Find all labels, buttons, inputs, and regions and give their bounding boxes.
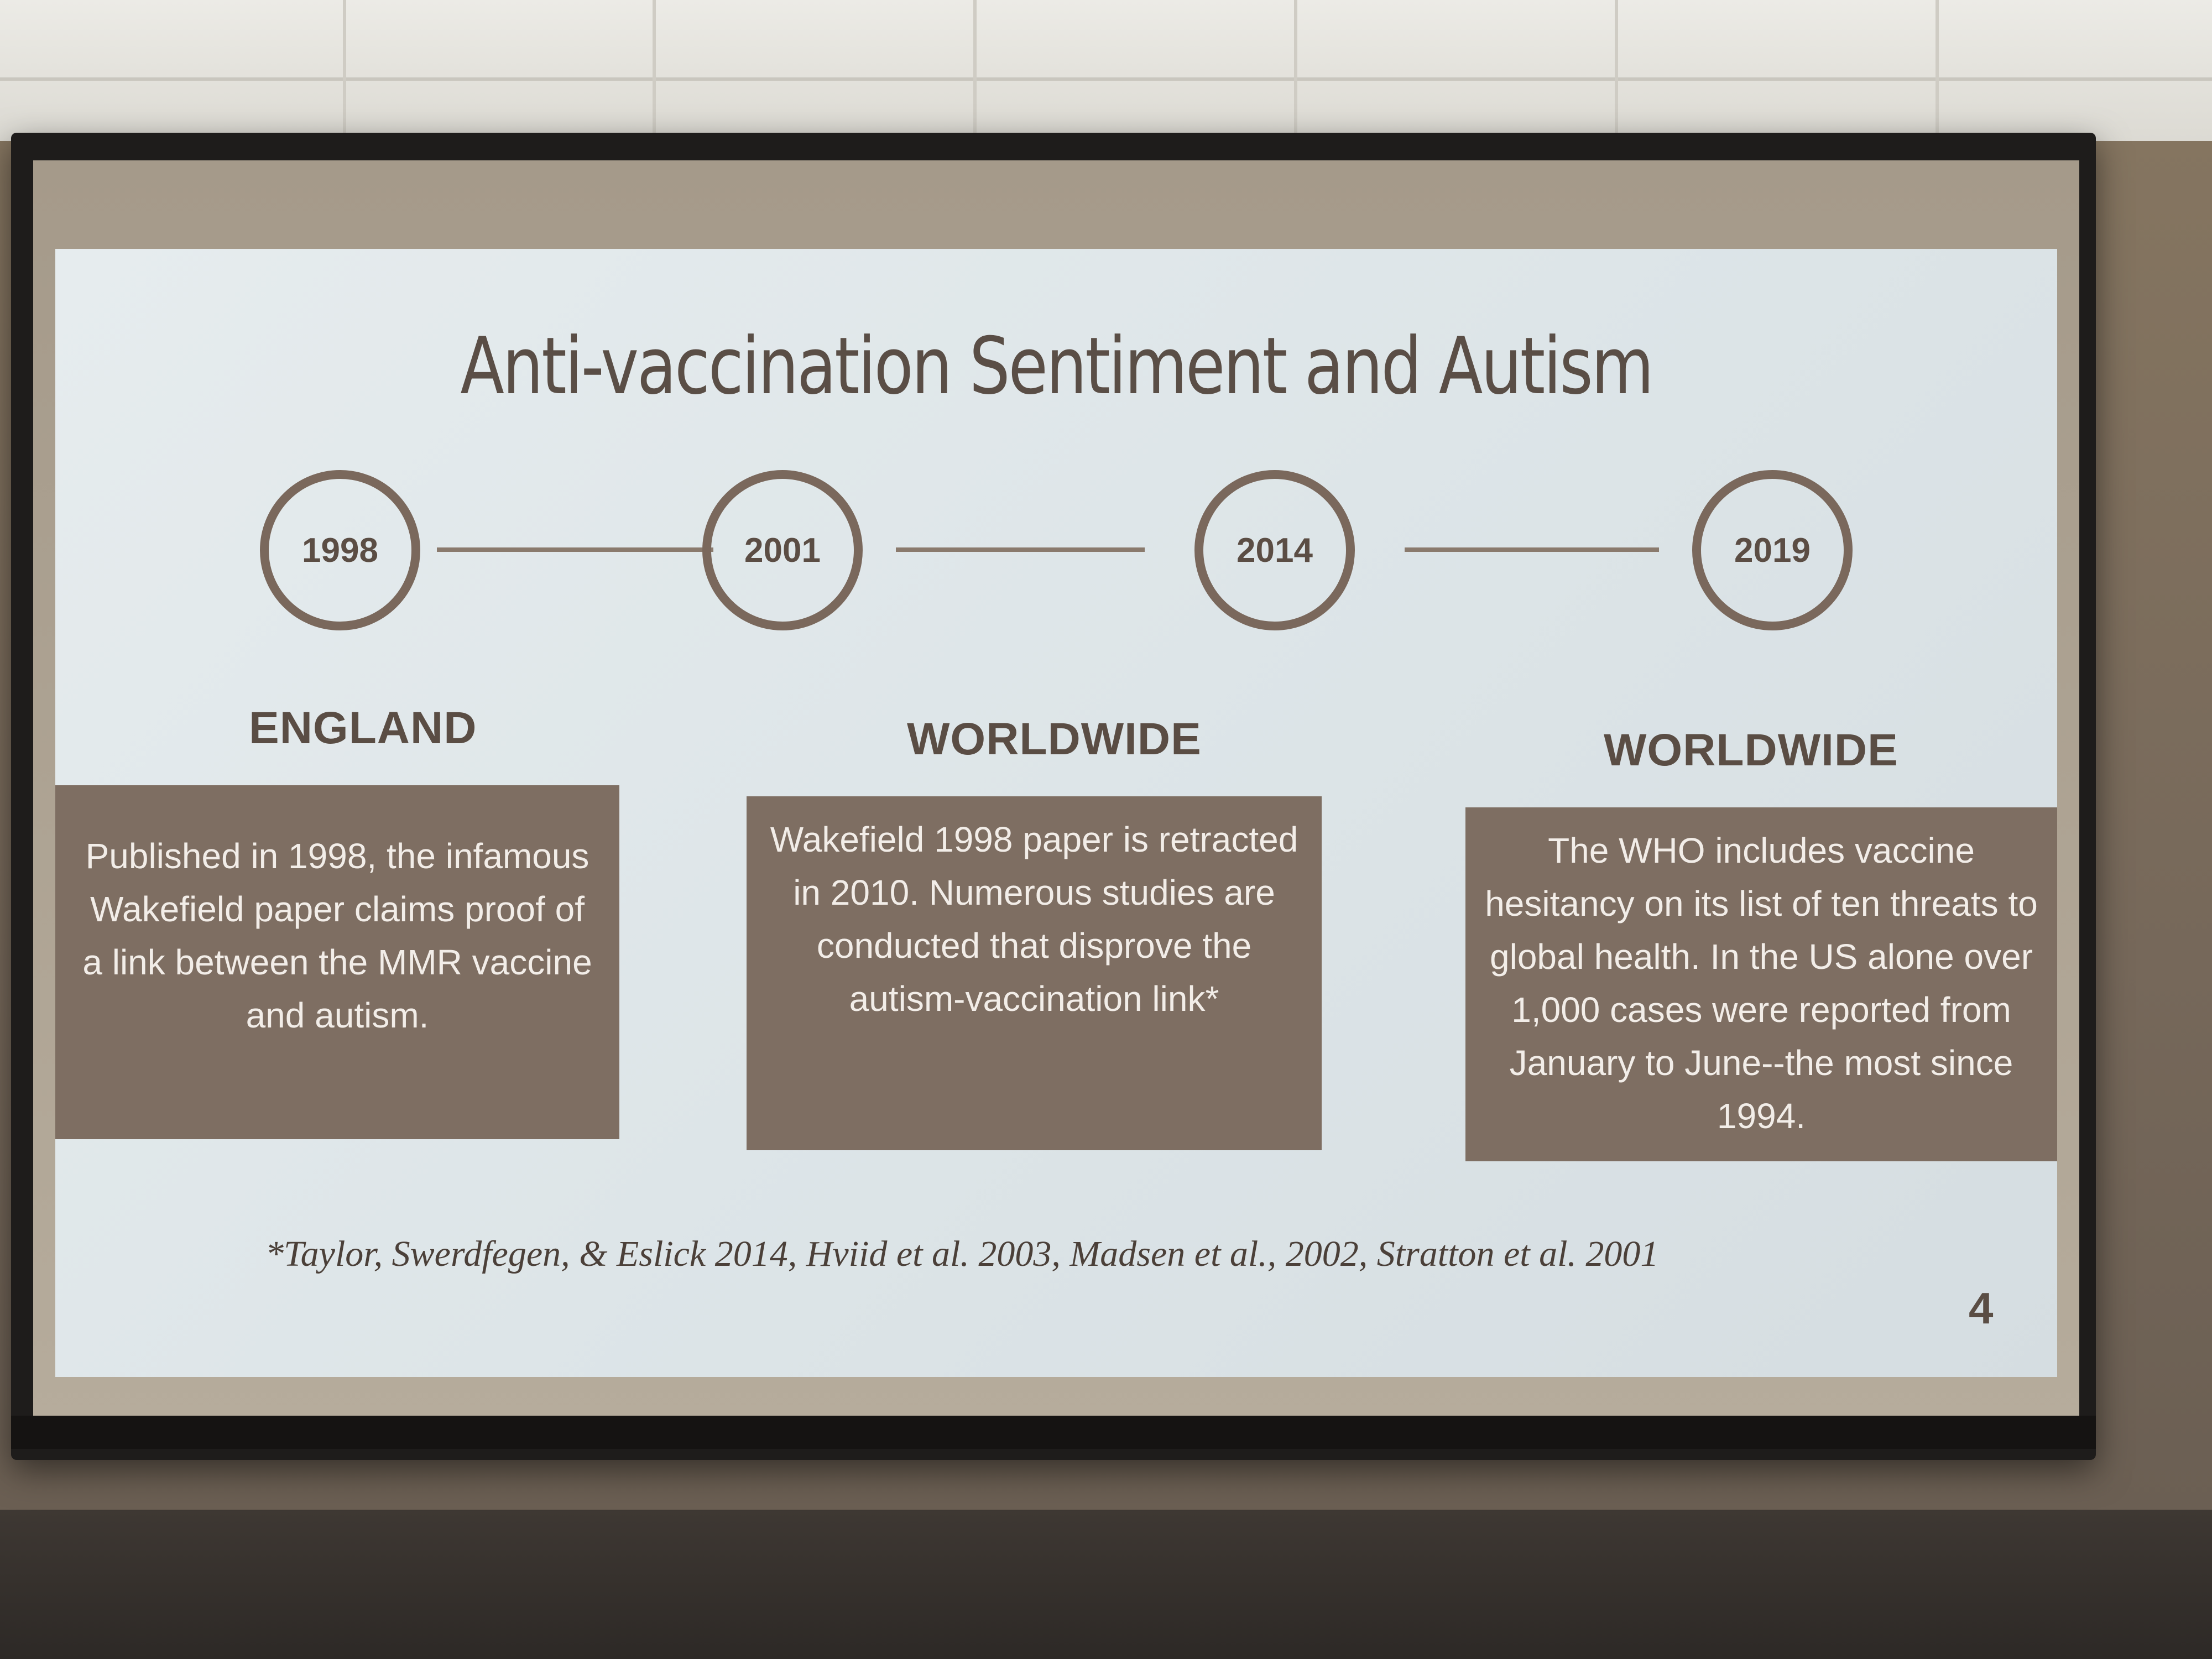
floor-shadow bbox=[0, 1510, 2212, 1659]
presentation-slide: Anti-vaccination Sentiment and Autism 19… bbox=[55, 249, 2057, 1377]
slide-title: Anti-vaccination Sentiment and Autism bbox=[460, 321, 1654, 412]
region-label-worldwide: WORLDWIDE bbox=[1604, 725, 1898, 775]
projector-screen-bottom-bar bbox=[11, 1416, 2096, 1449]
event-box-1998: Published in 1998, the infamous Wakefiel… bbox=[55, 785, 619, 1139]
ceiling-tile-seam bbox=[653, 0, 656, 141]
ceiling-tile-seam bbox=[343, 0, 346, 141]
slide-footnote: *Taylor, Swerdfegen, & Eslick 2014, Hvii… bbox=[265, 1234, 1659, 1274]
timeline-year-2001: 2001 bbox=[702, 470, 863, 630]
timeline-connector bbox=[896, 547, 1145, 552]
slide-page-number: 4 bbox=[1969, 1284, 1994, 1333]
timeline-year-2014: 2014 bbox=[1194, 470, 1355, 630]
ceiling-tile-seam bbox=[1615, 0, 1618, 141]
region-label-england: ENGLAND bbox=[249, 703, 477, 753]
timeline-year-2019: 2019 bbox=[1692, 470, 1853, 630]
region-label-worldwide: WORLDWIDE bbox=[907, 714, 1202, 764]
ceiling-tile-seam bbox=[1936, 0, 1939, 141]
ceiling bbox=[0, 0, 2212, 141]
timeline-connector bbox=[437, 547, 713, 552]
ceiling-tile-seam bbox=[0, 77, 2212, 81]
timeline-year-1998: 1998 bbox=[260, 470, 420, 630]
ceiling-tile-seam bbox=[1294, 0, 1297, 141]
timeline-connector bbox=[1405, 547, 1659, 552]
event-box-2001: Wakefield 1998 paper is retracted in 201… bbox=[747, 796, 1322, 1150]
ceiling-tile-seam bbox=[973, 0, 977, 141]
event-box-2019: The WHO includes vaccine hesitancy on it… bbox=[1465, 807, 2057, 1161]
